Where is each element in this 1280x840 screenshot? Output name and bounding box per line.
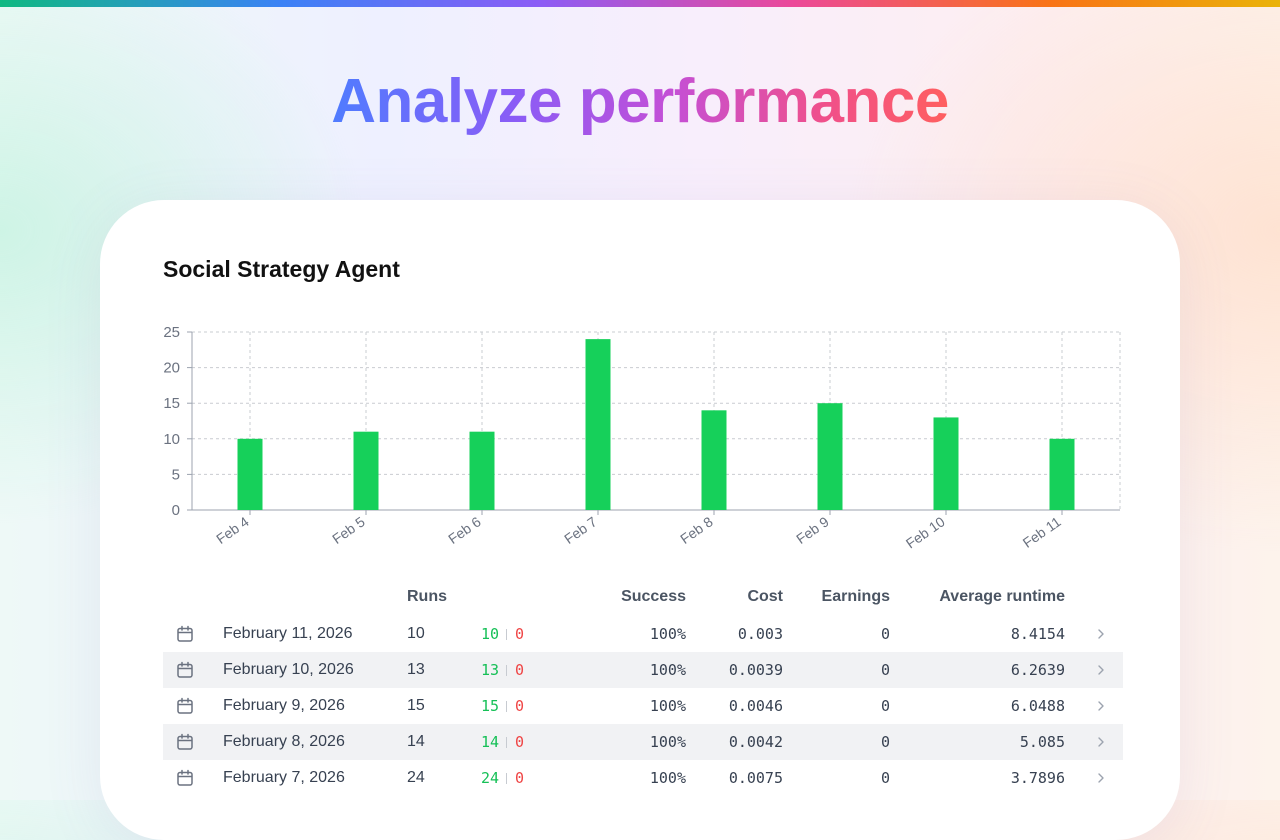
x-tick-label: Feb 9 [793,513,832,547]
agent-performance-card: Social Strategy Agent 0 5 10 15 20 25 Feb 4 Feb… [100,200,1180,840]
header-cost: Cost [747,588,783,605]
chevron-right-icon[interactable] [1094,735,1108,749]
row-cost: 0.0046 [728,697,783,715]
row-success-rate: 100% [649,625,686,643]
y-tick-label: 10 [163,431,180,448]
row-date: February 11, 2026 [223,625,353,642]
calendar-icon [176,733,194,751]
row-runs: 24 [407,769,425,786]
count-separator [506,701,507,712]
row-cost: 0.0042 [728,733,783,751]
row-failed-count: 0 [515,769,525,787]
row-success-rate: 100% [649,661,686,679]
bar [933,417,959,510]
row-average-runtime: 6.0488 [1010,697,1065,715]
row-earnings: 0 [880,769,890,787]
calendar-icon [176,661,194,679]
chevron-right-icon[interactable] [1094,627,1108,641]
header-runs: Runs [407,588,447,605]
bar [817,403,843,510]
row-runs: 15 [407,697,425,714]
row-date: February 9, 2026 [223,697,345,714]
row-runs: 13 [407,661,425,678]
x-tick-label: Feb 11 [1020,513,1064,551]
agent-title: Social Strategy Agent [163,256,400,282]
table-row[interactable]: February 10, 2026 13 13 0 100% 0.0039 0 6.2639 [163,652,1123,688]
table-row[interactable]: February 7, 2026 24 24 0 100% 0.0075 0 3.7896 [163,760,1123,796]
runs-table: Runs Success Cost Earnings Average runti… [163,580,1123,796]
x-tick-label: Feb 7 [561,513,600,547]
gradient-top-bar [0,0,1280,7]
table-body: February 11, 2026 10 10 0 100% 0.003 0 8.4154 Fe… [163,616,1123,796]
chevron-right-icon[interactable] [1094,771,1108,785]
calendar-icon [176,769,194,787]
bar [469,431,495,510]
row-earnings: 0 [880,625,890,643]
row-failed-count: 0 [515,661,525,679]
row-earnings: 0 [880,733,890,751]
hero-title: Analyze performance [331,67,949,136]
row-runs: 14 [407,733,425,750]
row-success-rate: 100% [649,769,686,787]
row-date: February 10, 2026 [223,661,354,678]
bar [585,339,611,510]
row-succeeded-count: 15 [480,697,499,715]
row-cost: 0.0039 [728,661,783,679]
count-separator [506,665,507,676]
calendar-icon [176,625,194,643]
header-earnings: Earnings [821,588,890,605]
bar [701,410,727,510]
x-tick-label: Feb 4 [213,513,252,547]
x-tick-label: Feb 8 [677,513,716,547]
row-cost: 0.003 [737,625,783,643]
row-success-rate: 100% [649,697,686,715]
chevron-right-icon[interactable] [1094,663,1108,677]
row-date: February 8, 2026 [223,733,345,750]
row-average-runtime: 3.7896 [1010,769,1065,787]
x-tick-label: Feb 6 [445,513,484,547]
y-tick-label: 15 [163,395,180,412]
row-failed-count: 0 [515,733,525,751]
y-tick-label: 20 [163,360,180,377]
row-succeeded-count: 13 [480,661,499,679]
hero-heading: Analyze performance [0,62,1280,142]
row-earnings: 0 [880,697,890,715]
count-separator [506,629,507,640]
row-average-runtime: 8.4154 [1010,625,1065,643]
count-separator [506,773,507,784]
row-failed-count: 0 [515,697,525,715]
chevron-right-icon[interactable] [1094,699,1108,713]
bar [1049,438,1075,510]
table-row[interactable]: February 8, 2026 14 14 0 100% 0.0042 0 5.085 [163,724,1123,760]
bar [353,431,379,510]
table-row[interactable]: February 11, 2026 10 10 0 100% 0.003 0 8.4154 [163,616,1123,652]
y-tick-label: 0 [172,502,180,519]
row-cost: 0.0075 [728,769,783,787]
row-earnings: 0 [880,661,890,679]
row-success-rate: 100% [649,733,686,751]
header-average-runtime: Average runtime [939,588,1065,605]
row-succeeded-count: 14 [480,733,499,751]
calendar-icon [176,697,194,715]
x-tick-label: Feb 5 [329,513,368,547]
row-succeeded-count: 10 [480,625,499,643]
y-tick-label: 25 [163,324,180,341]
header-success: Success [621,588,686,605]
x-tick-label: Feb 10 [903,513,948,551]
row-average-runtime: 6.2639 [1010,661,1065,679]
table-row[interactable]: February 9, 2026 15 15 0 100% 0.0046 0 6.0488 [163,688,1123,724]
row-failed-count: 0 [515,625,525,643]
bar [237,438,263,510]
row-runs: 10 [407,625,425,642]
runs-bar-chart: 0 5 10 15 20 25 Feb 4 Feb 5 Feb 6 Feb 7 Feb 8 Feb 9… [163,324,1121,551]
y-tick-label: 5 [172,466,180,483]
row-average-runtime: 5.085 [1019,733,1065,751]
row-date: February 7, 2026 [223,769,345,786]
count-separator [506,737,507,748]
table-header: Runs Success Cost Earnings Average runti… [163,580,1123,616]
row-succeeded-count: 24 [480,769,499,787]
